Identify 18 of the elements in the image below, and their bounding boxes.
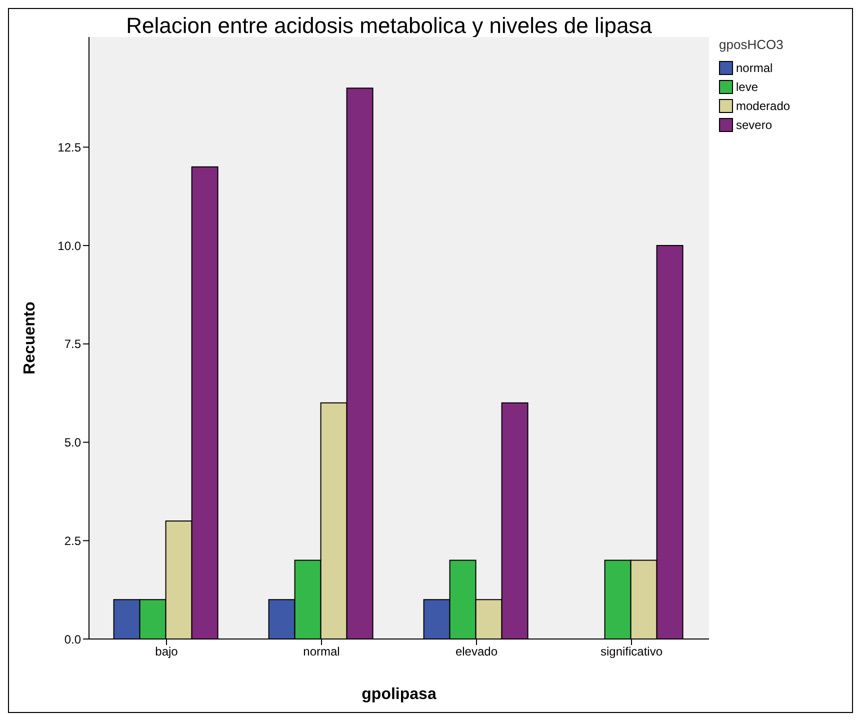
legend-label: leve [736,80,758,94]
x-tick-label: significativo [600,644,663,659]
y-tick-label: 2.5 [64,534,82,548]
y-tick-label: 0.0 [64,632,82,646]
x-tick-label: normal [303,644,340,659]
x-axis-title: gpolipasa [362,686,436,703]
y-tick-label: 7.5 [64,337,82,352]
x-tick-label: bajo [155,644,178,659]
legend-label: severo [736,118,772,132]
x-tick-label: elevado [455,644,498,659]
y-tick-label: 12.5 [58,140,82,154]
y-tick-label: 10.0 [58,238,82,253]
legend-label: normal [736,60,773,74]
y-tick-label: 5.0 [64,436,82,450]
legend-label: moderado [736,98,790,112]
legend-title: gposHCO3 [719,37,784,52]
chart-title: Relacion entre acidosis metabolica y niveles de lipasa [125,13,653,39]
y-axis-title: Recuento [22,301,39,374]
